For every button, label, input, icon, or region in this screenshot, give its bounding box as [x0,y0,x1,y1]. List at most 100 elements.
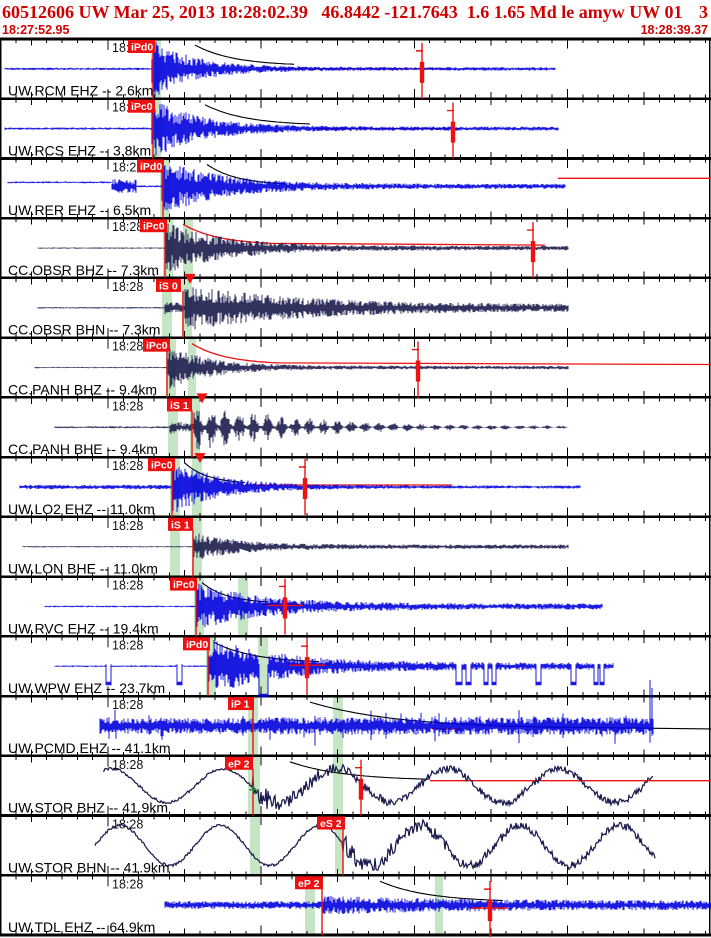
pick-flag-label: iPc0 [131,101,153,113]
waveform-trace[interactable] [34,347,569,389]
time-tick-label: 18:28 [112,758,143,772]
pick-flag[interactable] [170,577,197,591]
station-label: UW.RCM EHZ -- 2.6km [8,83,153,99]
pick-flag[interactable] [137,159,164,173]
pick-flag[interactable] [128,99,155,113]
axis-tick [15,39,706,935]
station-label: UW.TDL EHZ -- 64.9km [8,919,155,935]
pick-flag[interactable] [225,756,253,770]
time-tick-label: 18:28 [112,638,143,652]
amplitude-marker-bar[interactable] [419,61,425,83]
waveform-trace[interactable] [103,763,654,810]
waveform-trace[interactable] [19,459,581,512]
station-label: UW.PCMD EHZ -- 41.1km [8,740,171,756]
time-tick-label: 18:28 [112,579,143,593]
time-tick-label: 18:28 [112,459,143,473]
waveform-trace[interactable] [99,679,654,746]
station-label: UW.STOR BHN -- 41.9km [8,859,170,875]
pick-flag-label: iS 1 [171,519,190,531]
waveform-trace[interactable] [37,223,569,272]
waveform-trace[interactable] [54,410,569,450]
station-label: UW.LON BHE -- 11.0km [8,561,158,577]
pick-flag-label: iPc0 [151,460,173,472]
station-label: CC.OBSR BHN -- 7.3km [8,322,160,338]
time-tick-label: 18:28 [112,399,143,413]
header-line2: 18:27:52.95 18:28:39.37 [0,23,711,38]
phase-window-band [250,816,260,875]
pick-flag-label: iPc0 [173,579,195,591]
header: 60512606 UW Mar 25, 2013 18:28:02.39 46.… [0,0,711,38]
amplitude-marker-bar[interactable] [302,478,308,499]
coda-decay-curve [191,343,711,366]
pick-flag-label: iS 0 [159,280,178,292]
station-label: UW.RER EHZ -- 6.5km [8,202,151,218]
station-label: CC.OBSR BHZ -- 7.3km [8,262,159,278]
pick-flag[interactable] [156,278,181,292]
pick-flag[interactable] [167,398,192,412]
coda-decay-curve [289,761,429,780]
s-arrival-triangle[interactable] [194,453,206,464]
pick-flag[interactable] [168,517,193,531]
pick-flag[interactable] [140,219,167,233]
pick-flag-label: iPd0 [186,639,208,651]
window-end-time: 18:28:39.37 [640,23,708,37]
pick-flag[interactable] [228,697,254,711]
pick-flag[interactable] [317,816,345,830]
header-line1: 60512606 UW Mar 25, 2013 18:28:02.39 46.… [0,0,711,23]
residual-cross [249,785,257,794]
waveform-trace[interactable] [94,818,656,871]
amplitude-marker-bar[interactable] [304,657,310,679]
plot-frame [0,39,711,935]
amplitude-marker-bar[interactable] [530,241,536,263]
pick-flag-label: eP 2 [298,878,320,890]
s-arrival-triangle[interactable] [196,393,208,404]
station-label: CC.PANH BHZ -- 9.4km [8,381,157,397]
waveform-trace[interactable] [7,165,566,211]
pick-flag[interactable] [128,40,155,53]
phase-window-band [258,637,268,696]
waveform-trace[interactable] [37,287,569,330]
coda-decay-curve [379,880,504,902]
pick-flag[interactable] [143,338,170,352]
waveform-trace[interactable] [4,41,556,98]
coda-decay-curve [194,44,295,65]
amplitude-marker-bar[interactable] [358,778,364,800]
event-summary: 60512606 UW Mar 25, 2013 18:28:02.39 46.… [2,2,683,22]
pick-flag-label: iPc0 [146,340,168,352]
phase-window-band [333,756,343,815]
waveform-trace[interactable] [44,583,603,628]
pick-flag[interactable] [183,637,210,651]
window-start-time: 18:27:52.95 [2,23,70,37]
coda-decay-curve [309,701,711,730]
time-tick-label: 18:28 [112,340,143,354]
coda-decay-curve [213,641,320,663]
pick-flag[interactable] [148,458,175,472]
time-tick-label: 18:28 [112,220,143,234]
time-tick-label: 18:28 [112,877,143,891]
time-tick-label: 18:28 [112,519,143,533]
time-tick-label: 18:28 [112,698,143,712]
waveform-trace[interactable] [164,896,711,914]
page-number: 3 [699,2,708,22]
pick-flag-label: iPc0 [143,221,165,233]
station-label: CC.PANH BHE -- 9.4km [8,441,158,457]
waveform-trace[interactable] [4,103,559,156]
pick-flag-label: iPd0 [131,42,153,54]
pick-flag-label: eP 2 [228,758,250,770]
time-tick-label: 18:28 [112,160,143,174]
row-border [0,37,711,937]
coda-decay-curve [182,223,546,246]
amplitude-marker-bar[interactable] [282,597,288,619]
pick-flag[interactable] [295,876,323,890]
waveform-trace[interactable] [22,533,569,559]
amplitude-marker-bar[interactable] [450,121,456,143]
time-tick-label: 18:28 [112,280,143,294]
coda-decay-curve [204,104,311,125]
s-arrival-triangle[interactable] [184,273,196,284]
amplitude-marker-bar[interactable] [487,900,493,922]
station-label: UW.RVC EHZ -- 19.4km [8,620,159,636]
amplitude-marker-bar[interactable] [415,360,421,382]
station-label: UW.LO2 EHZ -- 11.0km [8,501,155,517]
